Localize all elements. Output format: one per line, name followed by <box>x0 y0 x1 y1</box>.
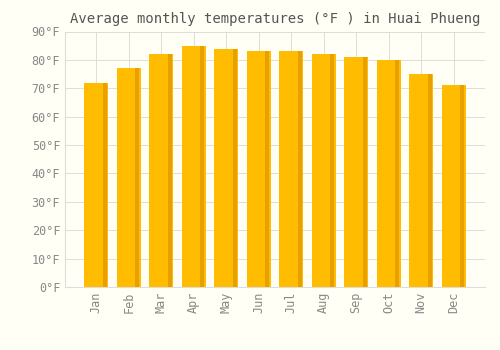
Bar <box>330 54 334 287</box>
Bar <box>168 54 172 287</box>
Bar <box>312 54 336 287</box>
Bar <box>409 74 434 287</box>
Bar <box>344 57 368 287</box>
Bar <box>442 85 466 287</box>
Bar <box>396 60 399 287</box>
Bar <box>116 68 141 287</box>
Bar <box>266 51 269 287</box>
Bar <box>149 54 174 287</box>
Bar <box>460 85 464 287</box>
Bar <box>84 83 108 287</box>
Bar <box>200 46 204 287</box>
Bar <box>363 57 366 287</box>
Bar <box>428 74 432 287</box>
Bar <box>233 49 236 287</box>
Bar <box>279 51 303 287</box>
Bar <box>214 49 238 287</box>
Bar <box>103 83 106 287</box>
Bar <box>182 46 206 287</box>
Bar <box>246 51 271 287</box>
Bar <box>298 51 302 287</box>
Bar <box>376 60 401 287</box>
Bar <box>136 68 139 287</box>
Title: Average monthly temperatures (°F ) in Huai Phueng: Average monthly temperatures (°F ) in Hu… <box>70 12 480 26</box>
